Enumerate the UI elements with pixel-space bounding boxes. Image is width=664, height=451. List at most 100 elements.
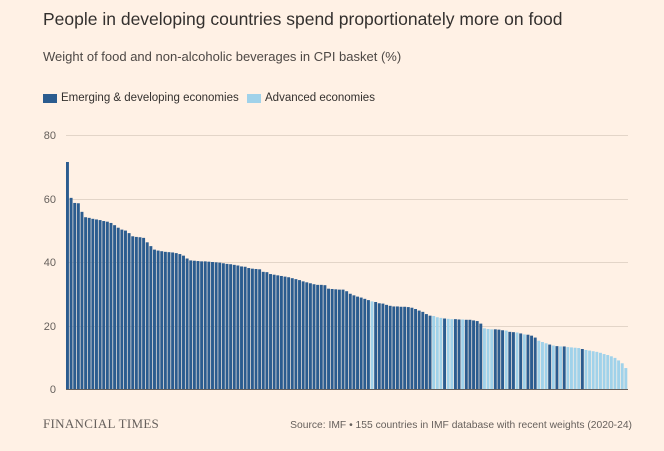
y-tick-label: 20 <box>44 321 56 333</box>
bar-emerging-economy <box>66 161 69 389</box>
bar-emerging-economy <box>385 304 388 389</box>
bar-emerging-economy <box>493 329 497 389</box>
bar-advanced-economy <box>620 363 624 389</box>
bar-advanced-economy <box>566 347 570 389</box>
bar-emerging-economy <box>149 246 153 390</box>
bar-emerging-economy <box>319 284 323 389</box>
bar-advanced-economy <box>482 328 486 389</box>
bar-emerging-economy <box>356 296 359 389</box>
y-axis: 0 20 40 60 80 <box>44 130 628 396</box>
bar-emerging-economy <box>84 217 88 389</box>
bar-emerging-economy <box>345 291 349 389</box>
y-tick-label: 0 <box>50 384 56 396</box>
bar-emerging-economy <box>131 236 135 389</box>
bar-emerging-economy <box>138 237 142 389</box>
bar-emerging-economy <box>497 329 501 389</box>
bar-emerging-economy <box>127 233 131 389</box>
bar-emerging-economy <box>116 227 120 389</box>
bar-emerging-economy <box>359 297 363 389</box>
chart-title: People in developing countries spend pro… <box>43 9 563 29</box>
legend-swatch-advanced <box>247 93 261 103</box>
bar-emerging-economy <box>464 319 468 389</box>
bar-emerging-economy <box>530 335 534 389</box>
bar-emerging-economy <box>580 349 584 389</box>
bar-emerging-economy <box>247 268 251 389</box>
bar-emerging-economy <box>203 261 207 389</box>
bar-advanced-economy <box>490 329 494 389</box>
bar-advanced-economy <box>624 368 628 389</box>
bar-emerging-economy <box>229 264 233 389</box>
bar-advanced-economy <box>446 318 450 389</box>
bar-emerging-economy <box>301 281 305 389</box>
bar-emerging-economy <box>555 346 559 389</box>
bar-advanced-economy <box>537 340 541 389</box>
bar-emerging-economy <box>428 315 432 389</box>
bar-emerging-economy <box>109 222 113 389</box>
legend-label-emerging: Emerging & developing economies <box>61 92 239 104</box>
bar-emerging-economy <box>145 242 149 389</box>
bar-emerging-economy <box>124 230 127 389</box>
bar-advanced-economy <box>606 355 610 389</box>
bar-emerging-economy <box>265 272 269 389</box>
bar-emerging-economy <box>290 278 294 389</box>
bar-emerging-economy <box>453 319 457 389</box>
bar-emerging-economy <box>305 282 309 389</box>
bar-advanced-economy <box>598 352 602 389</box>
bar-emerging-economy <box>236 265 240 389</box>
bar-emerging-economy <box>102 221 106 389</box>
bar-emerging-economy <box>153 249 156 389</box>
bar-emerging-economy <box>105 221 109 389</box>
bar-emerging-economy <box>457 319 461 389</box>
bar-emerging-economy <box>388 305 392 389</box>
bar-emerging-economy <box>87 217 91 389</box>
bar-emerging-economy <box>200 261 204 389</box>
source-note: Source: IMF • 155 countries in IMF datab… <box>290 420 632 431</box>
bar-emerging-economy <box>174 253 178 389</box>
bar-emerging-economy <box>156 250 160 389</box>
bar-advanced-economy <box>515 332 519 389</box>
bar-emerging-economy <box>508 331 512 389</box>
bar-emerging-economy <box>189 260 193 389</box>
bar-emerging-economy <box>113 225 117 389</box>
bar-advanced-economy <box>544 343 548 389</box>
bar-emerging-economy <box>287 277 291 389</box>
bar-emerging-economy <box>366 300 370 389</box>
bar-emerging-economy <box>562 346 566 389</box>
bar-emerging-economy <box>261 271 265 389</box>
legend-label-advanced: Advanced economies <box>265 92 375 104</box>
bar-emerging-economy <box>323 285 327 389</box>
y-tick-label: 60 <box>44 194 56 206</box>
bar-advanced-economy <box>613 357 617 389</box>
bar-advanced-economy <box>588 350 592 389</box>
bar-emerging-economy <box>272 274 276 389</box>
bar-advanced-economy <box>595 351 599 389</box>
bar-advanced-economy <box>540 342 544 389</box>
bar-emerging-economy <box>69 197 73 389</box>
bar-emerging-economy <box>163 251 167 389</box>
bar-advanced-economy <box>591 351 595 389</box>
bar-advanced-economy <box>486 328 490 389</box>
bar-emerging-economy <box>392 306 396 389</box>
bar-emerging-economy <box>73 202 77 389</box>
bar-emerging-economy <box>225 263 229 389</box>
bar-emerging-economy <box>211 262 214 389</box>
bar-emerging-economy <box>526 334 530 389</box>
bar-emerging-economy <box>192 260 196 389</box>
bar-advanced-economy <box>439 317 443 389</box>
bar-emerging-economy <box>80 211 84 389</box>
bar-emerging-economy <box>468 319 472 389</box>
bar-advanced-economy <box>573 347 577 389</box>
bar-emerging-economy <box>443 318 447 389</box>
bar-emerging-economy <box>279 275 283 389</box>
bar-advanced-economy <box>522 334 526 389</box>
bar-emerging-economy <box>221 263 225 389</box>
bar-emerging-economy <box>548 344 552 389</box>
bar-emerging-economy <box>218 262 222 389</box>
bar-emerging-economy <box>283 276 287 389</box>
bar-advanced-economy <box>461 319 465 389</box>
bar-emerging-economy <box>258 269 262 389</box>
bar-emerging-economy <box>120 229 124 389</box>
bar-emerging-economy <box>269 274 272 389</box>
legend-item-advanced: Advanced economies <box>247 91 375 105</box>
